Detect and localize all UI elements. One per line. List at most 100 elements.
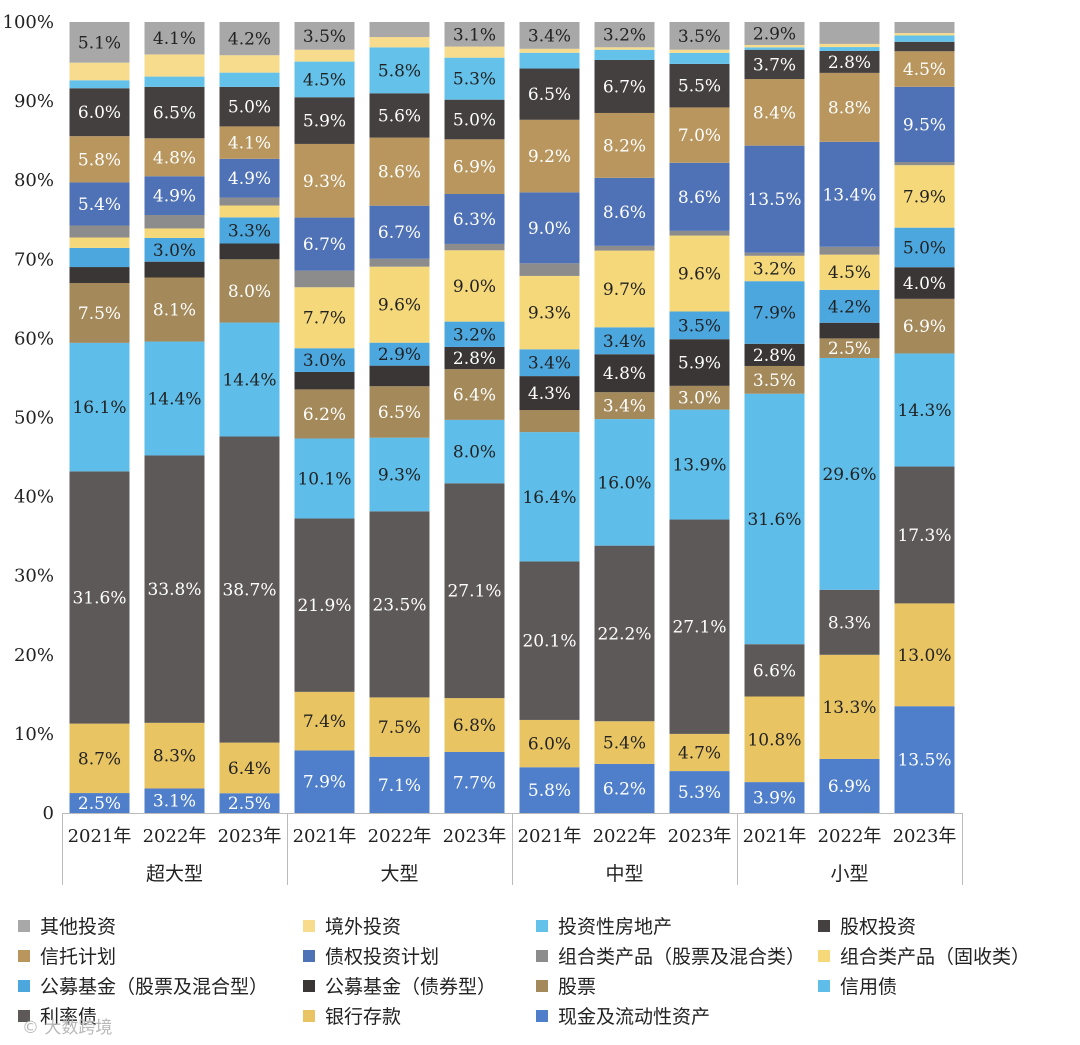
bar-segment xyxy=(294,97,355,144)
data-label: 2.8% xyxy=(453,349,496,369)
data-label: 3.5% xyxy=(753,371,796,391)
bar-segment xyxy=(669,385,730,410)
bar-segment xyxy=(594,763,655,813)
bar-segment xyxy=(519,52,580,69)
legend-label: 公募基金（股票及混合型） xyxy=(40,976,269,998)
legend-label: 股票 xyxy=(558,976,597,998)
legend-item: 信托计划 xyxy=(18,942,116,969)
legend-item: 组合类产品（固收类） xyxy=(818,942,1030,969)
data-label: 8.4% xyxy=(753,103,796,123)
data-label: 5.3% xyxy=(678,783,721,803)
bar-segment xyxy=(219,436,280,743)
legend-label: 债权投资计划 xyxy=(325,946,440,968)
legend-item: 境外投资 xyxy=(303,912,401,939)
legend-item: 投资性房地产 xyxy=(536,912,672,939)
legend-swatch xyxy=(536,919,548,932)
bar-segment xyxy=(369,266,430,343)
data-label: 5.8% xyxy=(78,150,121,170)
bar-segment xyxy=(819,72,880,142)
bar-segment xyxy=(444,369,505,420)
data-label: 17.3% xyxy=(897,526,951,546)
legend-swatch xyxy=(303,1009,315,1022)
data-label: 6.5% xyxy=(153,104,196,124)
data-label: 5.3% xyxy=(453,70,496,90)
bar-segment xyxy=(444,243,505,251)
data-label: 27.1% xyxy=(672,618,726,638)
data-label: 3.2% xyxy=(453,325,496,345)
data-label: 14.3% xyxy=(897,401,951,421)
y-tick-label: 50% xyxy=(14,408,54,429)
bar-segment xyxy=(819,758,880,813)
data-label: 5.0% xyxy=(903,238,946,258)
bar-segment xyxy=(594,47,655,50)
legend-swatch xyxy=(536,1009,548,1022)
bar-segment xyxy=(669,235,730,312)
data-label: 23.5% xyxy=(372,595,426,615)
bar-segment xyxy=(369,258,430,267)
data-label: 6.7% xyxy=(303,235,346,255)
data-label: 6.5% xyxy=(528,85,571,105)
bar-segment xyxy=(594,392,655,420)
bar-segment xyxy=(894,165,955,228)
bar-segment xyxy=(219,197,280,206)
bar-segment xyxy=(219,158,280,198)
bar-segment xyxy=(144,261,205,278)
bar-segment xyxy=(519,432,580,562)
bar-segment xyxy=(669,311,730,340)
data-label: 3.4% xyxy=(603,397,646,417)
data-label: 8.8% xyxy=(828,98,871,118)
y-tick-label: 0 xyxy=(43,803,54,824)
x-tick-label: 2021年 xyxy=(518,826,582,847)
data-label: 2.5% xyxy=(828,339,871,359)
bar-segment xyxy=(669,230,730,236)
y-tick-label: 30% xyxy=(14,566,54,587)
bar-segment xyxy=(519,22,580,49)
data-label: 6.6% xyxy=(753,661,796,681)
legend-label: 信用债 xyxy=(840,976,898,998)
y-tick-label: 100% xyxy=(3,12,54,33)
bar-segment xyxy=(444,193,505,244)
y-tick-label: 20% xyxy=(14,645,54,666)
bar-segment xyxy=(69,237,130,248)
bar-segment xyxy=(594,545,655,722)
bar-segment xyxy=(669,771,730,813)
data-label: 7.5% xyxy=(78,304,121,324)
bar-segment xyxy=(819,43,880,48)
legend-swatch xyxy=(536,979,548,992)
x-tick-label: 2022年 xyxy=(368,826,432,847)
legend-item: 组合类产品（股票及混合类） xyxy=(536,942,805,969)
bar-segment xyxy=(744,79,805,146)
bar-segment xyxy=(219,259,280,323)
data-label: 3.0% xyxy=(678,389,721,409)
group-label: 中型 xyxy=(605,863,643,885)
data-label: 13.0% xyxy=(897,646,951,666)
bar-segment xyxy=(219,72,280,87)
data-label: 7.9% xyxy=(903,187,946,207)
bar-segment xyxy=(144,237,205,262)
bar-segment xyxy=(894,35,955,42)
data-label: 8.6% xyxy=(378,163,421,183)
bar-segment xyxy=(519,192,580,264)
x-tick-label: 2021年 xyxy=(743,826,807,847)
bar-segment xyxy=(669,162,730,231)
data-label: 7.5% xyxy=(378,718,421,738)
bar-segment xyxy=(594,59,655,113)
bar-segment xyxy=(594,245,655,251)
bar-segment xyxy=(819,22,880,44)
bar-segment xyxy=(219,126,280,159)
bar-segment xyxy=(819,589,880,655)
bar-segment xyxy=(69,247,130,268)
x-tick-label: 2022年 xyxy=(818,826,882,847)
data-label: 4.1% xyxy=(228,134,271,154)
bar-segment xyxy=(144,22,205,55)
bar-segment xyxy=(144,86,205,139)
bar-segment xyxy=(519,767,580,813)
bar-segment xyxy=(744,252,805,256)
data-label: 8.7% xyxy=(78,749,121,769)
data-label: 13.5% xyxy=(897,751,951,771)
bar-segment xyxy=(594,721,655,764)
bar-segment xyxy=(894,41,955,52)
data-label: 3.4% xyxy=(528,26,571,46)
data-label: 3.2% xyxy=(753,259,796,279)
data-label: 4.5% xyxy=(303,70,346,90)
